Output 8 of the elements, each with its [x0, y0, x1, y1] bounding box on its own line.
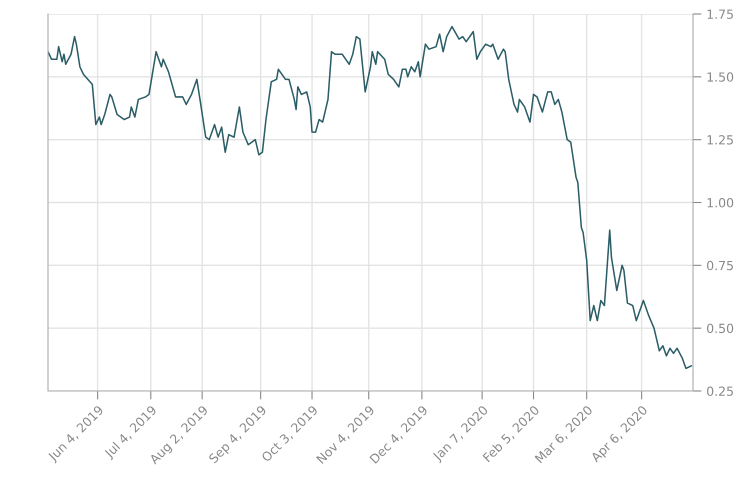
y-tick-label: 0.25	[707, 386, 733, 396]
y-tick-label: 1.50	[708, 72, 734, 82]
line-series	[48, 26, 692, 370]
y-tick-label: 1.75	[708, 10, 733, 19]
y-tick-label: 0.75	[707, 260, 733, 270]
y-tick-label: 0.50	[707, 324, 734, 334]
y-tick-label: 1.00	[708, 198, 734, 208]
y-tick-label: 1.25	[708, 135, 733, 145]
